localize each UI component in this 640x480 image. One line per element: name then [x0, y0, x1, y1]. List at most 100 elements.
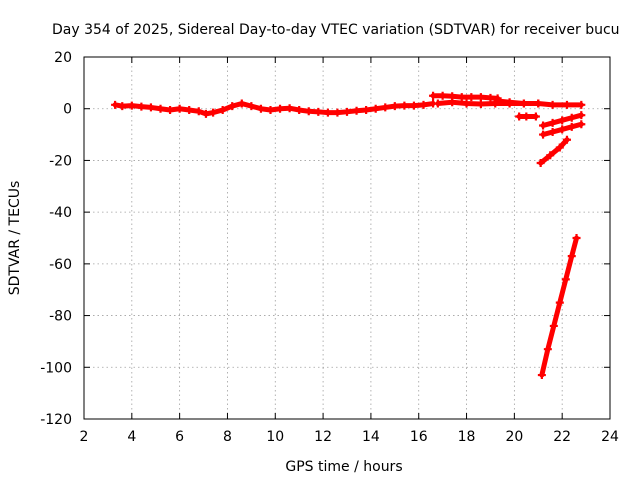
x-tick-label: 6: [175, 429, 184, 445]
y-tick-label: 0: [63, 102, 72, 118]
data-point: [537, 371, 546, 380]
data-point: [194, 107, 203, 116]
x-tick-label: 22: [553, 429, 571, 445]
x-axis: 2 4 6 8 10 12 14 16 18 20 22 24: [80, 57, 619, 445]
data-point: [536, 159, 545, 168]
data-point: [166, 106, 175, 115]
data-point: [218, 106, 227, 115]
data-point: [476, 93, 485, 102]
series-short-segment: [515, 112, 540, 121]
data-point: [548, 118, 557, 127]
data-point: [493, 96, 502, 105]
data-point: [562, 135, 571, 144]
data-point: [314, 107, 323, 116]
series-descent-1: [539, 111, 586, 130]
x-tick-label: 24: [601, 429, 619, 445]
y-tick-label: -80: [49, 309, 72, 325]
data-points: [111, 91, 586, 380]
data-point: [486, 93, 495, 102]
data-point: [209, 108, 218, 117]
data-point: [467, 93, 476, 102]
chart-title: Day 354 of 2025, Sidereal Day-to-day VTE…: [52, 22, 620, 38]
data-point: [266, 106, 275, 115]
data-point: [228, 102, 237, 111]
data-point: [201, 109, 210, 118]
data-point: [362, 106, 371, 115]
data-point: [352, 106, 361, 115]
data-point: [462, 99, 471, 108]
y-tick-label: -60: [49, 257, 72, 273]
x-tick-label: 8: [223, 429, 232, 445]
data-point: [247, 102, 256, 111]
data-point: [531, 112, 540, 121]
data-point: [237, 99, 246, 108]
data-point: [400, 101, 409, 110]
data-point: [577, 111, 586, 120]
data-point: [438, 91, 447, 100]
series-trace: [538, 137, 570, 166]
data-point: [409, 101, 418, 110]
data-point: [457, 93, 466, 102]
y-axis: -120 -100 -80 -60 -40 -20 0 20: [40, 50, 610, 428]
series-descent-3: [536, 135, 571, 168]
data-point: [567, 122, 576, 131]
plot-frame: [83, 56, 611, 420]
data-point: [567, 113, 576, 122]
series-tail-band: [493, 96, 586, 109]
data-point: [304, 107, 313, 116]
data-point: [111, 100, 120, 109]
series-upper-band: [429, 91, 502, 103]
data-point: [539, 121, 548, 130]
data-point: [419, 100, 428, 109]
y-tick-label: -120: [40, 412, 72, 428]
data-point: [558, 125, 567, 134]
data-point: [519, 99, 528, 108]
data-point: [433, 99, 442, 108]
x-tick-label: 2: [80, 429, 89, 445]
x-tick-label: 14: [362, 429, 380, 445]
data-point: [371, 104, 380, 113]
x-tick-label: 12: [314, 429, 332, 445]
y-tick-label: -20: [49, 153, 72, 169]
y-tick-label: 20: [54, 50, 72, 66]
data-point: [333, 108, 342, 117]
data-point: [276, 104, 285, 113]
data-point: [534, 99, 543, 108]
data-point: [175, 104, 184, 113]
data-point: [343, 107, 351, 116]
y-tick-label: -100: [40, 360, 72, 376]
data-point: [146, 103, 155, 112]
data-point: [548, 100, 557, 109]
x-tick-label: 10: [266, 429, 284, 445]
data-point: [448, 98, 457, 107]
series-steep-drop: [537, 234, 581, 380]
data-point: [558, 116, 567, 125]
data-point: [539, 130, 548, 139]
data-point: [561, 275, 570, 284]
data-point: [549, 321, 558, 330]
data-point: [127, 101, 136, 110]
data-point: [567, 252, 576, 261]
data-point: [546, 151, 555, 160]
data-point: [577, 100, 586, 109]
data-point: [505, 98, 514, 107]
data-point: [555, 143, 564, 152]
series-main-trace: [111, 99, 438, 118]
data-point: [156, 104, 165, 113]
x-axis-label: GPS time / hours: [285, 459, 402, 475]
data-point: [185, 106, 194, 115]
data-point: [137, 102, 146, 111]
data-point: [555, 298, 564, 307]
series-descent-2: [539, 120, 586, 139]
data-point: [118, 102, 127, 111]
data-point: [577, 120, 586, 129]
data-point: [429, 91, 438, 100]
y-axis-label: SDTVAR / TECUs: [7, 181, 23, 296]
data-point: [323, 108, 332, 117]
data-point: [381, 103, 390, 112]
data-point: [476, 100, 485, 109]
data-point: [285, 104, 294, 113]
data-point: [295, 106, 304, 115]
x-tick-label: 4: [127, 429, 136, 445]
